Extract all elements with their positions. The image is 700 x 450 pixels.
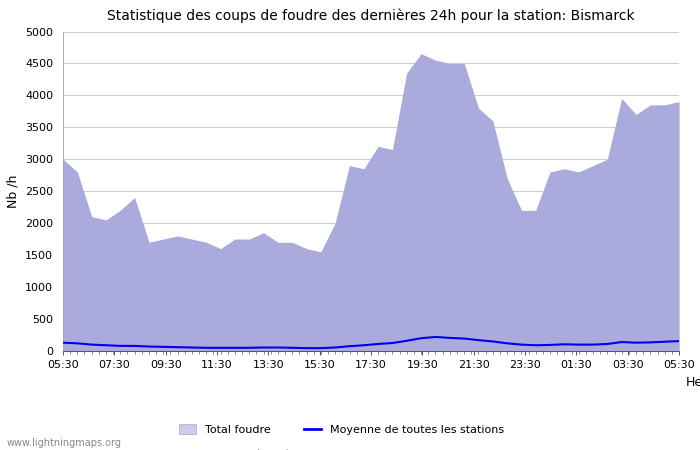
Title: Statistique des coups de foudre des dernières 24h pour la station: Bismarck: Statistique des coups de foudre des dern… <box>107 9 635 23</box>
Text: www.lightningmaps.org: www.lightningmaps.org <box>7 438 122 448</box>
Y-axis label: Nb /h: Nb /h <box>6 175 20 208</box>
Text: Heure: Heure <box>686 376 700 389</box>
